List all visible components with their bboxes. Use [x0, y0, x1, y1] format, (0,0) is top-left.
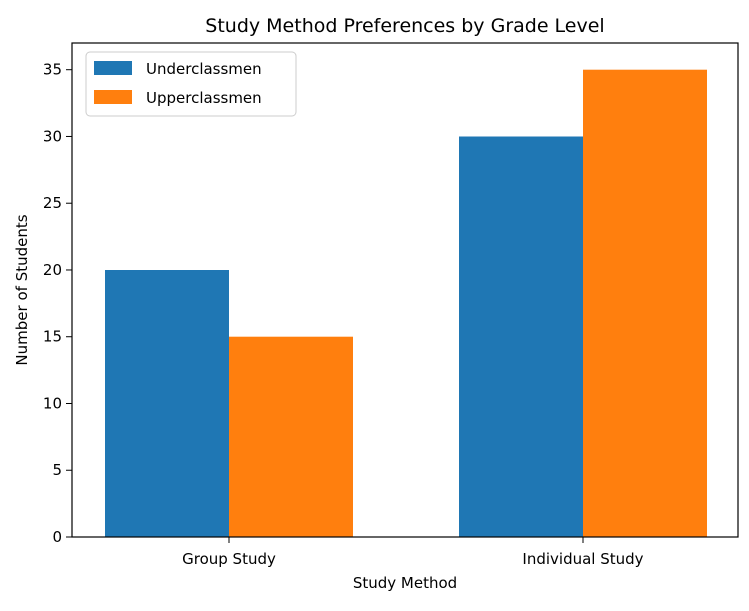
plot-area: 0 5 10 15 20 25 30 35 Group Study Individual Stu…	[43, 42, 739, 568]
y-tick-label: 20	[43, 261, 62, 279]
y-tick-label: 25	[43, 194, 62, 212]
axes-frame	[71, 42, 739, 538]
bars-layer	[105, 69, 707, 537]
bar-upperclassmen-group-study	[229, 336, 353, 537]
y-axis-ticks: 0 5 10 15 20 25 30 35	[43, 61, 72, 546]
x-axis-label: Study Method	[353, 574, 457, 592]
y-tick-label: 10	[43, 394, 62, 412]
chart-title: Study Method Preferences by Grade Level	[205, 15, 604, 37]
legend-label-underclassmen: Underclassmen	[146, 60, 262, 78]
y-tick-label: 35	[43, 61, 62, 79]
legend-items: Underclassmen Upperclassmen	[94, 60, 262, 107]
x-axis-ticks: Group Study Individual Study	[182, 537, 644, 568]
bar-underclassmen-group-study	[105, 270, 229, 537]
x-tick-label: Group Study	[182, 550, 276, 568]
y-axis-label: Number of Students	[13, 214, 31, 365]
legend-swatch-underclassmen	[94, 61, 132, 75]
bar-underclassmen-individual-study	[459, 136, 583, 537]
legend-label-upperclassmen: Upperclassmen	[146, 89, 262, 107]
legend-swatch-upperclassmen	[94, 90, 132, 104]
bar-upperclassmen-individual-study	[583, 69, 707, 537]
y-tick-label: 15	[43, 328, 62, 346]
y-tick-label: 0	[52, 528, 62, 546]
y-tick-label: 30	[43, 127, 62, 145]
x-tick-label: Individual Study	[522, 550, 643, 568]
y-tick-label: 5	[52, 461, 62, 479]
legend-frame	[85, 51, 297, 117]
chart-legend: Underclassmen Upperclassmen	[85, 51, 297, 117]
